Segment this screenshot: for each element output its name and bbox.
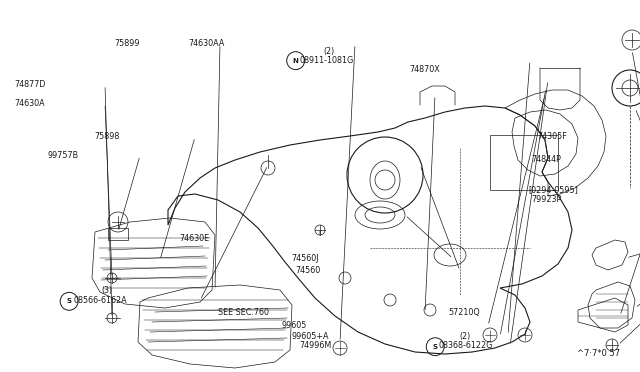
Text: 74305F: 74305F	[538, 132, 567, 141]
Text: SEE SEC.760: SEE SEC.760	[218, 308, 269, 317]
Text: 08911-1081G: 08911-1081G	[300, 56, 354, 65]
Text: 57210Q: 57210Q	[448, 308, 480, 317]
Text: 08368-6122G: 08368-6122G	[438, 341, 493, 350]
Text: S: S	[67, 298, 72, 304]
Text: 79923P: 79923P	[531, 195, 561, 203]
Text: 08566-6162A: 08566-6162A	[74, 296, 127, 305]
Text: (2): (2)	[460, 332, 471, 341]
Text: 74630AA: 74630AA	[189, 39, 225, 48]
Text: N: N	[292, 58, 299, 64]
Text: 99605+A: 99605+A	[291, 332, 329, 341]
Text: ^7·7*0 57: ^7·7*0 57	[577, 349, 620, 358]
Text: [0294-0595]: [0294-0595]	[528, 185, 578, 194]
Text: 74996M: 74996M	[300, 341, 332, 350]
Text: 74560: 74560	[296, 266, 321, 275]
Text: 75898: 75898	[95, 132, 120, 141]
Text: 99605: 99605	[282, 321, 307, 330]
Text: (2): (2)	[323, 47, 335, 56]
Text: 74630E: 74630E	[179, 234, 209, 243]
Text: S: S	[433, 344, 438, 350]
Text: 75899: 75899	[114, 39, 140, 48]
Text: 99757B: 99757B	[48, 151, 79, 160]
Text: 74630A: 74630A	[14, 99, 45, 108]
Text: 74877D: 74877D	[14, 80, 45, 89]
Text: 74870X: 74870X	[410, 65, 440, 74]
Text: 74844P: 74844P	[531, 155, 561, 164]
Text: 74560J: 74560J	[291, 254, 319, 263]
Text: (3): (3)	[101, 286, 112, 295]
